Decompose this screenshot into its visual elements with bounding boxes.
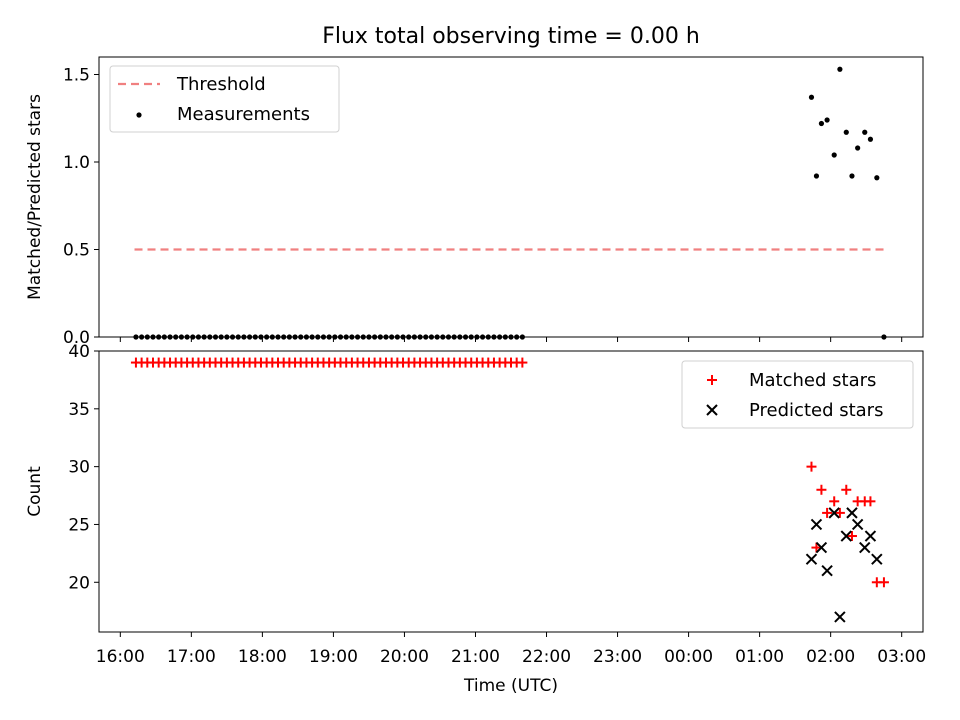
y-axis-label-top: Matched/Predicted stars bbox=[25, 94, 45, 300]
legend-measurements-swatch bbox=[136, 112, 142, 118]
measurement-point bbox=[808, 94, 815, 100]
matched-star-point bbox=[806, 461, 817, 472]
bot-xtick-label-10: 02:00 bbox=[806, 647, 855, 667]
bot-ytick-label-0: 20 bbox=[68, 573, 90, 593]
bot-xtick-label-5: 21:00 bbox=[451, 647, 500, 667]
axes-frame-top bbox=[98, 56, 924, 338]
legend-threshold-label: Threshold bbox=[176, 74, 266, 95]
legend-frame-top bbox=[109, 65, 340, 133]
legend-top: Threshold Measurements bbox=[109, 65, 340, 133]
measurement-point bbox=[813, 173, 820, 179]
measurement-point bbox=[837, 66, 843, 72]
bot-ytick-label-4: 40 bbox=[68, 342, 90, 362]
bot-xtick-label-8: 00:00 bbox=[664, 647, 713, 667]
predicted-star-point bbox=[871, 553, 883, 565]
bot-ytick-label-2: 30 bbox=[68, 458, 90, 478]
top-ytick-label-0: 0.0 bbox=[63, 328, 90, 348]
legend-predicted-label: Predicted stars bbox=[749, 400, 883, 421]
bot-xtick-label-1: 17:00 bbox=[167, 647, 216, 667]
predicted-star-point bbox=[851, 518, 864, 531]
bot-xtick-label-4: 20:00 bbox=[380, 647, 429, 667]
measurement-point bbox=[843, 129, 849, 135]
legend-frame-bottom bbox=[681, 360, 914, 429]
bot-xtick-label-9: 01:00 bbox=[735, 647, 784, 667]
predicted-star-point bbox=[846, 507, 858, 519]
matched-star-point bbox=[834, 507, 845, 518]
bot-xtick-label-6: 22:00 bbox=[522, 647, 571, 667]
chart-title: Flux total observing time = 0.00 h bbox=[322, 24, 700, 49]
legend-measurements-label: Measurements bbox=[177, 104, 310, 125]
matched-star-point bbox=[811, 542, 822, 553]
bot-ytick-label-3: 35 bbox=[68, 400, 90, 420]
matched-star-point bbox=[816, 484, 827, 495]
measurement-point bbox=[849, 173, 855, 179]
bot-xtick-label-7: 23:00 bbox=[593, 647, 642, 667]
top-ytick-label-3: 1.5 bbox=[63, 66, 90, 86]
top-ytick-label-1: 0.5 bbox=[63, 241, 90, 261]
predicted-star-point bbox=[815, 541, 828, 554]
measurement-point bbox=[874, 175, 880, 181]
matched-star-point bbox=[846, 531, 857, 542]
predicted-star-point bbox=[805, 553, 818, 565]
axes-frame-bottom bbox=[98, 350, 924, 633]
panel-count: 20 25 30 35 40 16:00 17:00 18:00 19:00 20:00 21:0… bbox=[25, 342, 926, 667]
x-axis-label: Time (UTC) bbox=[463, 676, 558, 696]
measurement-point bbox=[867, 136, 874, 142]
predicted-star-point bbox=[840, 530, 852, 542]
measurement-point bbox=[824, 117, 830, 123]
legend-matched-swatch bbox=[707, 375, 717, 385]
matched-star-point bbox=[822, 507, 833, 518]
measurement-point bbox=[818, 120, 825, 127]
predicted-star-point bbox=[834, 611, 846, 623]
predicted-star-point bbox=[810, 518, 823, 531]
bot-xtick-label-2: 18:00 bbox=[238, 647, 287, 667]
predicted-star-point bbox=[864, 530, 877, 542]
measurement-point bbox=[855, 145, 861, 151]
matched-star-point bbox=[865, 496, 876, 507]
legend-predicted-swatch bbox=[706, 404, 718, 416]
measurement-point bbox=[831, 152, 837, 158]
predicted-star-point bbox=[859, 541, 871, 554]
matched-star-point bbox=[829, 496, 840, 507]
bot-xtick-label-11: 03:00 bbox=[877, 647, 926, 667]
y-axis-label-bottom: Count bbox=[25, 466, 45, 517]
bot-xtick-label-3: 19:00 bbox=[309, 647, 358, 667]
matched-star-point bbox=[878, 577, 889, 588]
matched-star-point bbox=[841, 484, 852, 495]
panel-ratio: 0.0 0.5 1.0 1.5 Matched/Predicted stars Thr… bbox=[25, 56, 924, 348]
predicted-star-point bbox=[828, 507, 840, 519]
top-ytick-label-2: 1.0 bbox=[63, 153, 90, 173]
matched-star-point bbox=[517, 357, 528, 368]
bot-ytick-label-1: 25 bbox=[68, 515, 90, 535]
measurement-point bbox=[862, 129, 868, 135]
bot-xtick-label-0: 16:00 bbox=[96, 647, 145, 667]
predicted-star-point bbox=[821, 565, 833, 577]
legend-bottom: Matched stars Predicted stars bbox=[681, 360, 914, 429]
legend-matched-label: Matched stars bbox=[749, 370, 876, 391]
